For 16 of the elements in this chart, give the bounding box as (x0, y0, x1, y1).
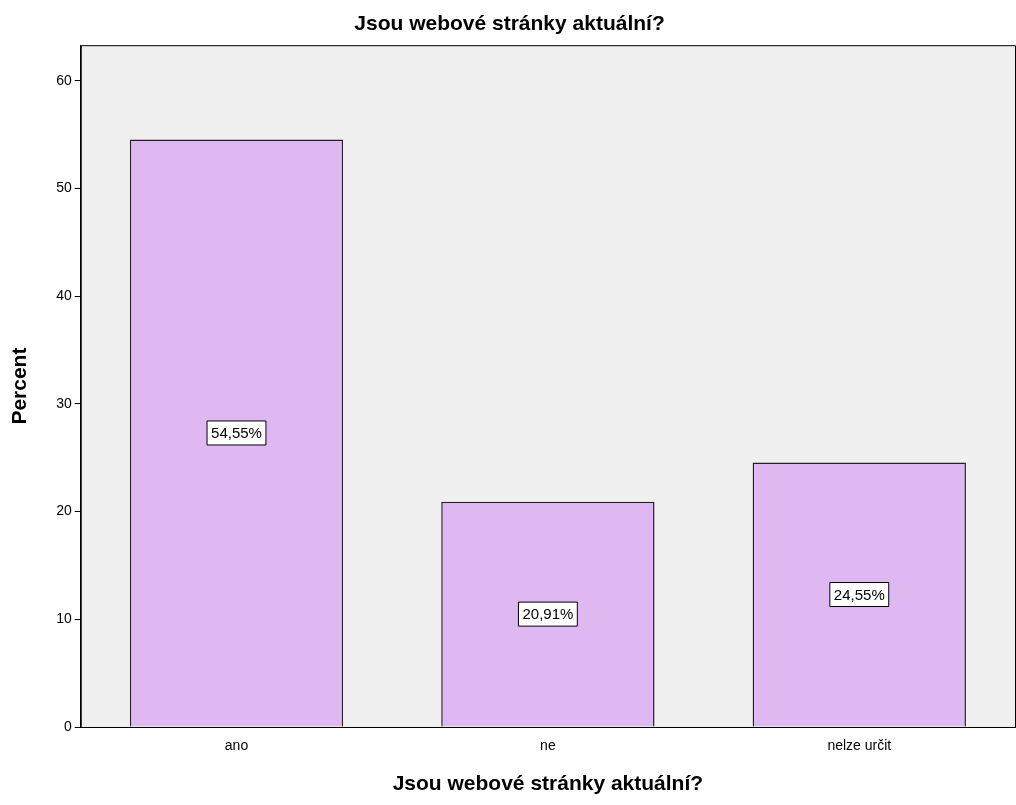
y-tick-label: 30 (56, 394, 72, 411)
y-tick-label: 40 (56, 287, 72, 304)
data-label: 24,55% (833, 585, 885, 603)
data-label: 54,55% (211, 424, 262, 442)
y-tick-label: 50 (56, 179, 72, 196)
x-tick-label: nelze určit (827, 737, 892, 754)
y-tick-label: 20 (56, 502, 72, 519)
y-tick-label: 60 (56, 71, 72, 88)
y-tick-label: 0 (63, 717, 72, 734)
y-axis-title: Percent (7, 347, 31, 425)
x-axis-title: Jsou webové stránky aktuální? (392, 771, 704, 795)
data-label: 20,91% (522, 605, 574, 623)
y-tick-label: 10 (56, 610, 72, 627)
x-tick-label: ano (224, 737, 249, 754)
chart-title: Jsou webové stránky aktuální? (354, 11, 665, 35)
x-tick-label: ne (540, 737, 556, 754)
